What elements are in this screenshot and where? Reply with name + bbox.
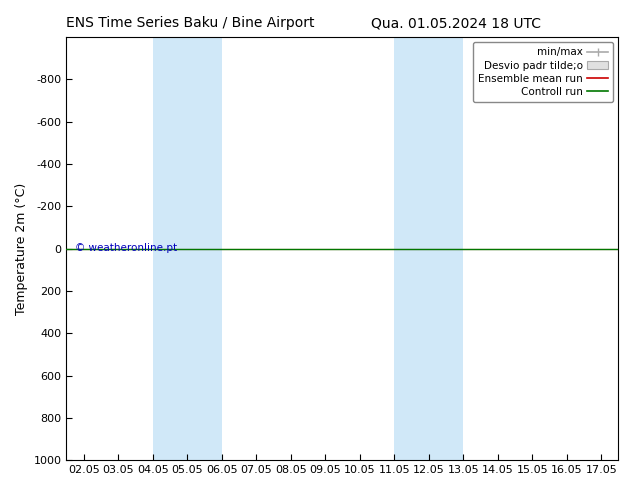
Text: © weatheronline.pt: © weatheronline.pt bbox=[75, 243, 177, 253]
Bar bbox=[394, 37, 463, 460]
Y-axis label: Temperature 2m (°C): Temperature 2m (°C) bbox=[15, 182, 28, 315]
Legend: min/max, Desvio padr tilde;o, Ensemble mean run, Controll run: min/max, Desvio padr tilde;o, Ensemble m… bbox=[473, 42, 613, 102]
Bar bbox=[153, 37, 222, 460]
Title: ENS Time Series Baku / Bine Airport    Qua. 01.05.2024 18 UTC: ENS Time Series Baku / Bine Airport Qua.… bbox=[0, 489, 1, 490]
Text: ENS Time Series Baku / Bine Airport: ENS Time Series Baku / Bine Airport bbox=[66, 16, 314, 30]
Text: Qua. 01.05.2024 18 UTC: Qua. 01.05.2024 18 UTC bbox=[372, 16, 541, 30]
